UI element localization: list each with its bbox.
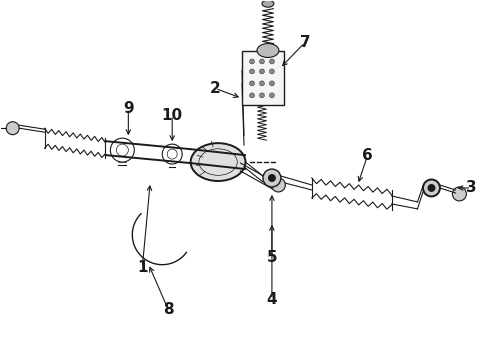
Text: 5: 5	[267, 250, 277, 265]
Circle shape	[452, 187, 466, 201]
Text: 6: 6	[362, 148, 373, 163]
Circle shape	[249, 59, 254, 64]
Circle shape	[249, 93, 254, 98]
Text: 2: 2	[210, 81, 220, 96]
Circle shape	[263, 169, 281, 187]
Circle shape	[268, 174, 276, 182]
Circle shape	[260, 69, 265, 74]
Text: 10: 10	[162, 108, 183, 123]
Text: 9: 9	[123, 101, 134, 116]
Circle shape	[260, 59, 265, 64]
Ellipse shape	[262, 0, 274, 7]
Text: 4: 4	[267, 292, 277, 307]
Circle shape	[249, 81, 254, 86]
Text: 3: 3	[466, 180, 477, 195]
Circle shape	[270, 81, 274, 86]
Text: 1: 1	[137, 260, 147, 275]
Bar	[242, 50, 284, 105]
Text: 7: 7	[299, 35, 310, 50]
Ellipse shape	[257, 44, 279, 58]
Circle shape	[423, 180, 440, 197]
Circle shape	[271, 178, 285, 192]
Circle shape	[6, 122, 19, 135]
Circle shape	[270, 59, 274, 64]
Ellipse shape	[191, 143, 245, 181]
Circle shape	[427, 184, 436, 192]
Circle shape	[260, 93, 265, 98]
Circle shape	[270, 93, 274, 98]
Circle shape	[270, 69, 274, 74]
Circle shape	[249, 69, 254, 74]
Text: 8: 8	[163, 302, 173, 317]
Circle shape	[260, 81, 265, 86]
